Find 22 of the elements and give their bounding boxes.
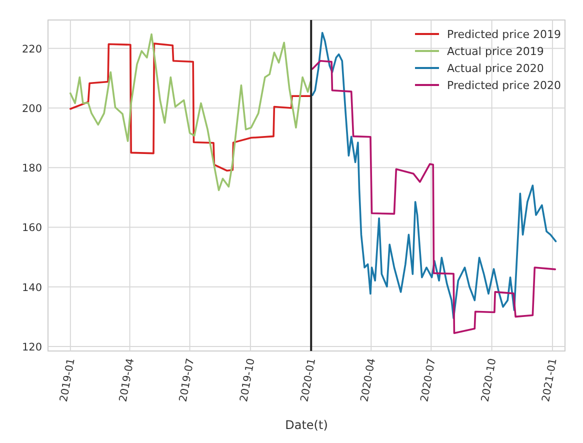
legend-label: Actual price 2020	[447, 62, 544, 75]
y-tick-label: 160	[22, 222, 42, 234]
x-tick-label: 2020-10	[479, 357, 499, 403]
x-axis-title: Date(t)	[285, 418, 328, 432]
line-series	[70, 33, 312, 192]
legend-label: Predicted price 2020	[447, 79, 562, 92]
x-tick-label: 2020-04	[358, 357, 378, 403]
y-tick-label: 120	[22, 342, 42, 354]
x-tick-label: 2021-01	[540, 357, 560, 403]
x-tick-label: 2020-07	[418, 357, 438, 403]
x-tick-label: 2019-10	[238, 357, 258, 403]
y-tick-label: 200	[22, 102, 42, 115]
x-tick-label: 2019-04	[117, 357, 137, 403]
x-tick-label: 2020-01	[298, 357, 318, 403]
y-tick-label: 180	[22, 162, 42, 175]
legend-label: Actual price 2019	[447, 45, 544, 58]
x-tick-label: 2019-01	[58, 357, 78, 403]
legend-label: Predicted price 2019	[447, 28, 562, 41]
x-tick-label: 2019-07	[177, 357, 197, 403]
line-series	[70, 42, 312, 172]
y-tick-label: 220	[22, 43, 42, 56]
y-tick-label: 140	[22, 282, 42, 294]
